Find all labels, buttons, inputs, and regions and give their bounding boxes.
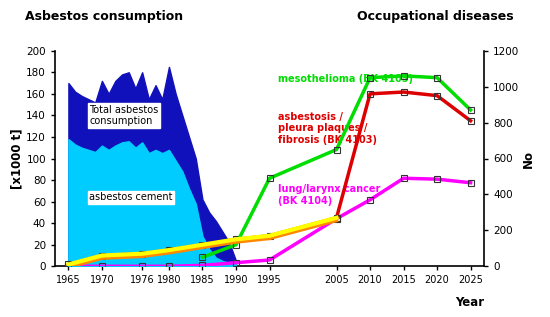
Text: Occupational diseases: Occupational diseases xyxy=(358,10,514,23)
Text: Asbestos consumption: Asbestos consumption xyxy=(25,10,183,23)
Text: Total asbestos
consumption: Total asbestos consumption xyxy=(89,105,158,126)
Text: mesothelioma (BK 4105): mesothelioma (BK 4105) xyxy=(278,74,413,84)
Y-axis label: No: No xyxy=(522,150,535,167)
Text: asbestos cement: asbestos cement xyxy=(89,192,173,202)
Y-axis label: [x1000 t]: [x1000 t] xyxy=(10,128,24,189)
Text: lung/larynx cancer
(BK 4104): lung/larynx cancer (BK 4104) xyxy=(278,184,381,206)
Text: Year: Year xyxy=(455,296,484,309)
Text: asbestosis /
pleura plaques /
fibrosis (BK 4103): asbestosis / pleura plaques / fibrosis (… xyxy=(278,112,377,145)
